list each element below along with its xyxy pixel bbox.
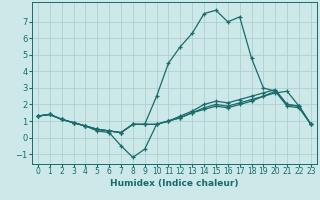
X-axis label: Humidex (Indice chaleur): Humidex (Indice chaleur) bbox=[110, 179, 239, 188]
